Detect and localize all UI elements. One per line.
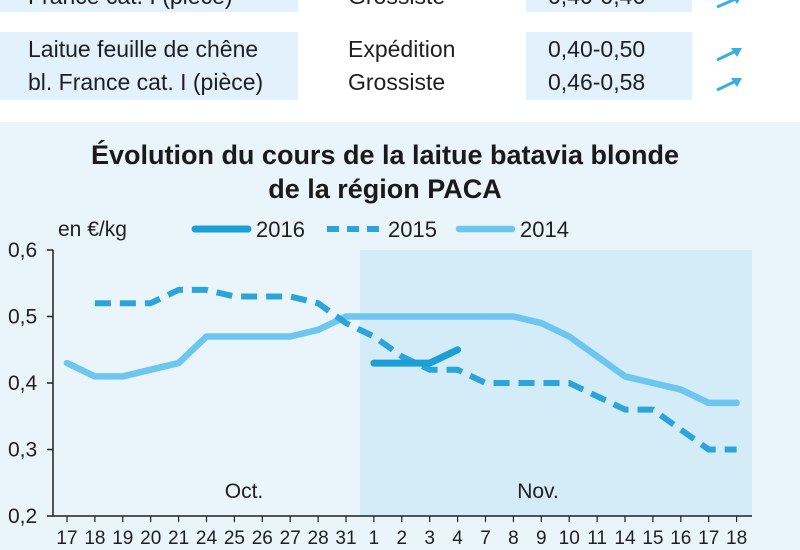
x-tick-label: 16 [670,528,691,549]
y-tick-label: 0,5 [8,306,37,329]
x-tick-label: 8 [508,528,519,549]
x-tick-label: 25 [224,528,245,549]
x-tick-label: 1 [369,528,380,549]
y-tick-label: 0,6 [8,239,37,262]
y-axis-label: en €/kg [58,218,127,241]
x-tick-label: 17 [56,528,77,549]
x-tick-label: 9 [536,528,547,549]
price-range: 0,40-0,46 [548,0,645,13]
row-separator [0,12,800,32]
x-tick-label: 24 [196,528,218,549]
price-range: 0,46-0,58 [548,69,646,95]
x-tick-label: 20 [140,528,161,549]
arrow-up-right-icon [716,0,740,9]
market-label: Grossiste [348,0,445,13]
x-tick-label: 15 [642,528,663,549]
month-label-oct: Oct. [225,480,264,503]
x-tick-label: 26 [252,528,273,549]
table-band [0,32,298,100]
product-name: France cat. I (pièce) [28,0,233,13]
table-band [0,0,298,12]
table-band [526,0,692,12]
x-tick-label: 14 [614,528,636,549]
x-tick-label: 7 [480,528,491,549]
price-table: France cat. I (pièce) Grossiste 0,40-0,4… [0,0,800,118]
chart-title: Évolution du cours de la laitue batavia … [90,140,680,170]
price-range: 0,40-0,50 [548,36,646,62]
legend-label-2015: 2015 [388,217,437,242]
x-tick-label: 10 [559,528,580,549]
x-tick-label: 28 [308,528,329,549]
x-tick-label: 11 [587,528,607,549]
x-tick-label: 18 [84,528,105,549]
x-tick-label: 21 [168,528,189,549]
x-tick-label: 2 [397,528,408,549]
month-label-nov: Nov. [517,480,559,503]
y-tick-label: 0,2 [8,505,37,528]
x-tick-label: 4 [452,528,463,549]
y-tick-label: 0,3 [8,439,37,462]
legend-label-2014: 2014 [520,217,569,242]
x-tick-label: 19 [112,528,133,549]
series-line-2016 [370,346,462,367]
y-tick-label: 0,4 [8,372,38,395]
chart-title: de la région PACA [268,174,502,204]
market-label: Grossiste [348,69,446,95]
market-label: Expédition [348,36,456,62]
x-tick-label: 31 [335,528,356,549]
x-tick-label: 17 [698,528,719,549]
x-tick-label: 27 [280,528,301,549]
x-tick-label: 18 [726,528,747,549]
x-tick-label: 3 [424,528,435,549]
legend-label-2016: 2016 [256,217,305,242]
arrow-up-right-icon [716,48,742,62]
product-name: Laitue feuille de chêne [28,36,259,62]
product-name: bl. France cat. I (pièce) [28,69,264,95]
table-band [526,32,692,100]
arrow-up-right-icon [716,78,742,92]
series-line-2015 [94,286,737,453]
